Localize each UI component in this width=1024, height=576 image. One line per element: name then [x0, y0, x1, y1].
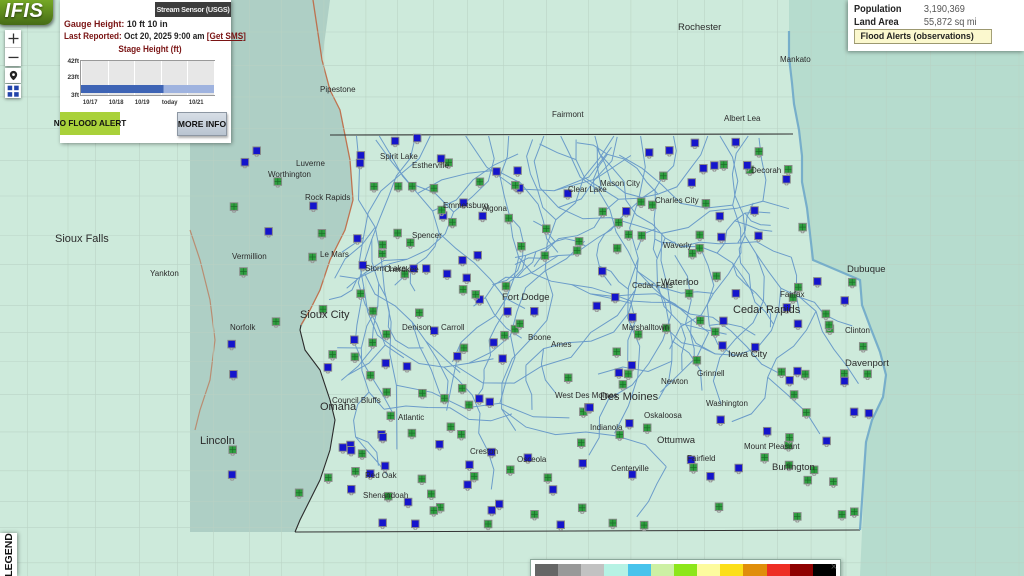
svg-text:Rock Rapids: Rock Rapids: [305, 193, 350, 202]
svg-text:Clinton: Clinton: [845, 326, 870, 335]
svg-text:Atlantic: Atlantic: [398, 413, 424, 422]
svg-text:Albert Lea: Albert Lea: [724, 114, 761, 123]
svg-text:Sioux City: Sioux City: [300, 309, 350, 321]
svg-text:Waverly: Waverly: [663, 241, 692, 250]
svg-text:Luverne: Luverne: [296, 159, 325, 168]
svg-text:Grinnell: Grinnell: [697, 369, 725, 378]
svg-text:Boone: Boone: [528, 333, 552, 342]
svg-text:Pipestone: Pipestone: [320, 85, 356, 94]
svg-text:Burlington: Burlington: [772, 462, 815, 473]
svg-text:Fort Dodge: Fort Dodge: [502, 292, 550, 303]
svg-text:Dubuque: Dubuque: [847, 264, 886, 275]
svg-text:Cedar Rapids: Cedar Rapids: [733, 304, 801, 316]
svg-text:Rochester: Rochester: [678, 22, 721, 33]
svg-text:Norfolk: Norfolk: [230, 323, 256, 332]
svg-text:Waterloo: Waterloo: [661, 277, 699, 288]
svg-text:Centerville: Centerville: [611, 464, 649, 473]
svg-text:Oskaloosa: Oskaloosa: [644, 411, 682, 420]
svg-text:Marshalltown: Marshalltown: [622, 323, 669, 332]
svg-text:Lincoln: Lincoln: [200, 435, 235, 447]
svg-text:Davenport: Davenport: [845, 358, 889, 369]
svg-text:Mount Pleasant: Mount Pleasant: [744, 442, 800, 451]
svg-text:Carroll: Carroll: [441, 323, 465, 332]
svg-text:Cherokee: Cherokee: [384, 265, 419, 274]
svg-text:Denison: Denison: [402, 323, 431, 332]
svg-text:Ottumwa: Ottumwa: [657, 435, 696, 446]
svg-text:Fairfax: Fairfax: [780, 290, 804, 299]
svg-text:Decorah: Decorah: [751, 166, 781, 175]
svg-text:Omaha: Omaha: [320, 401, 357, 413]
svg-text:Osceola: Osceola: [517, 455, 547, 464]
svg-text:Fairfield: Fairfield: [687, 454, 715, 463]
svg-text:Estherville: Estherville: [412, 161, 449, 170]
svg-text:Vermillion: Vermillion: [232, 252, 267, 261]
svg-text:Ames: Ames: [551, 340, 571, 349]
svg-text:Iowa City: Iowa City: [728, 349, 767, 360]
svg-text:Mankato: Mankato: [780, 55, 811, 64]
svg-text:Washington: Washington: [706, 399, 748, 408]
svg-text:Shenandoah: Shenandoah: [363, 491, 408, 500]
svg-text:Creston: Creston: [470, 447, 498, 456]
svg-text:Spencer: Spencer: [412, 231, 442, 240]
svg-text:Des Moines: Des Moines: [600, 391, 659, 403]
svg-text:Charles City: Charles City: [655, 196, 699, 205]
svg-text:Sioux Falls: Sioux Falls: [55, 233, 109, 245]
svg-text:Mason City: Mason City: [600, 179, 640, 188]
svg-text:Yankton: Yankton: [150, 269, 179, 278]
svg-text:Spirit Lake: Spirit Lake: [380, 152, 418, 161]
svg-text:Algona: Algona: [482, 204, 507, 213]
svg-text:Newton: Newton: [661, 377, 688, 386]
svg-text:Red Oak: Red Oak: [365, 471, 398, 480]
svg-text:Le Mars: Le Mars: [320, 250, 349, 259]
svg-text:Worthington: Worthington: [268, 170, 311, 179]
svg-text:Indianola: Indianola: [590, 423, 623, 432]
svg-text:Fairmont: Fairmont: [552, 110, 584, 119]
